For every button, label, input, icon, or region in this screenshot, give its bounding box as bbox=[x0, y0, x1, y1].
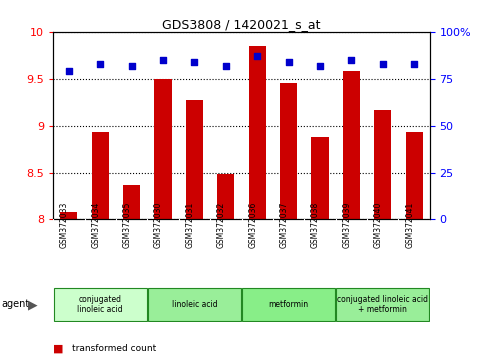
Bar bbox=[92, 132, 109, 219]
Bar bbox=[60, 212, 77, 219]
Text: GSM372035: GSM372035 bbox=[123, 202, 131, 248]
Text: GSM372040: GSM372040 bbox=[374, 202, 383, 248]
Text: conjugated linoleic acid
+ metformin: conjugated linoleic acid + metformin bbox=[337, 295, 428, 314]
Bar bbox=[374, 110, 391, 219]
Text: GSM372041: GSM372041 bbox=[405, 202, 414, 248]
Point bbox=[159, 57, 167, 63]
Text: GSM372030: GSM372030 bbox=[154, 202, 163, 248]
Bar bbox=[155, 79, 171, 219]
Text: GSM372033: GSM372033 bbox=[60, 202, 69, 248]
Text: GSM372032: GSM372032 bbox=[217, 202, 226, 248]
Point bbox=[128, 63, 135, 68]
Bar bbox=[280, 84, 297, 219]
Point bbox=[222, 63, 230, 68]
Text: metformin: metformin bbox=[269, 300, 309, 309]
Point bbox=[253, 53, 261, 59]
Bar bbox=[249, 46, 266, 219]
Point bbox=[97, 61, 104, 67]
Point bbox=[65, 68, 73, 74]
Text: GSM372038: GSM372038 bbox=[311, 202, 320, 248]
Point bbox=[411, 61, 418, 67]
Bar bbox=[343, 71, 360, 219]
Point bbox=[379, 61, 387, 67]
Text: GSM372039: GSM372039 bbox=[342, 202, 352, 248]
Point bbox=[316, 63, 324, 68]
Text: transformed count: transformed count bbox=[72, 344, 156, 353]
Bar bbox=[123, 185, 140, 219]
Bar bbox=[186, 100, 203, 219]
Point bbox=[191, 59, 199, 65]
Text: GSM372031: GSM372031 bbox=[185, 202, 194, 248]
Point bbox=[285, 59, 293, 65]
Point bbox=[348, 57, 355, 63]
FancyBboxPatch shape bbox=[336, 288, 429, 321]
Title: GDS3808 / 1420021_s_at: GDS3808 / 1420021_s_at bbox=[162, 18, 321, 31]
Text: agent: agent bbox=[1, 299, 29, 309]
Text: GSM372034: GSM372034 bbox=[91, 202, 100, 248]
Text: GSM372036: GSM372036 bbox=[248, 202, 257, 248]
Text: ■: ■ bbox=[53, 344, 67, 354]
FancyBboxPatch shape bbox=[242, 288, 335, 321]
Text: conjugated
linoleic acid: conjugated linoleic acid bbox=[77, 295, 123, 314]
Bar bbox=[406, 132, 423, 219]
FancyBboxPatch shape bbox=[148, 288, 241, 321]
Bar bbox=[217, 175, 234, 219]
Text: ▶: ▶ bbox=[28, 298, 37, 311]
FancyBboxPatch shape bbox=[54, 288, 147, 321]
Text: linoleic acid: linoleic acid bbox=[171, 300, 217, 309]
Text: GSM372037: GSM372037 bbox=[280, 202, 289, 248]
Bar bbox=[312, 137, 328, 219]
